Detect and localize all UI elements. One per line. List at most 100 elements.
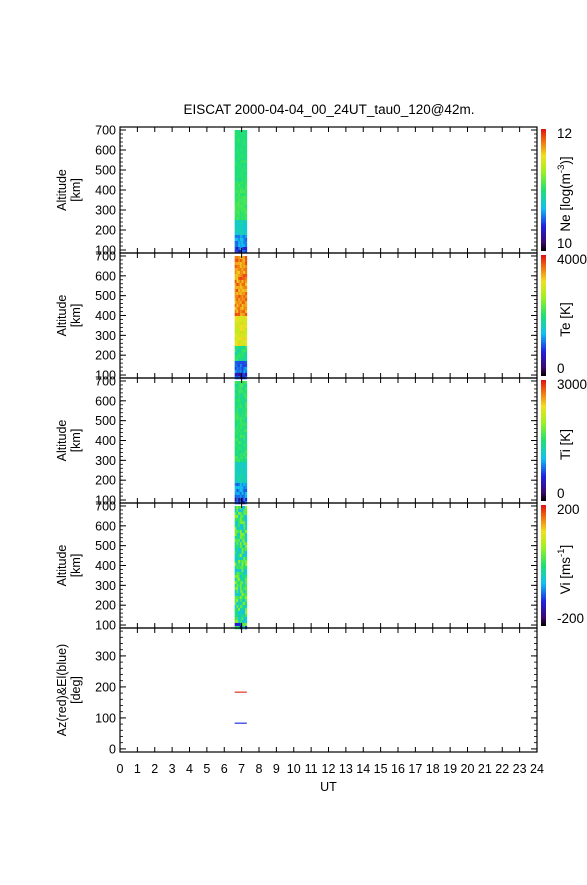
- colorbar-max-label: 12: [557, 126, 572, 141]
- heatmap-cell: [243, 157, 246, 161]
- heatmap-cell: [243, 508, 246, 513]
- heatmap-cell: [234, 491, 237, 496]
- y-tick-label: 700: [95, 249, 116, 263]
- heatmap-cell: [239, 282, 242, 287]
- heatmap-cell: [245, 241, 248, 245]
- heatmap-cell: [239, 166, 242, 170]
- heatmap-cell: [245, 604, 248, 609]
- x-axis-label: UT: [320, 780, 337, 794]
- heatmap-cell: [236, 363, 239, 368]
- x-tick-label: 16: [391, 762, 405, 776]
- heatmap-cell: [245, 270, 248, 275]
- heatmap-cell: [241, 267, 244, 272]
- heatmap-cell: [239, 565, 242, 570]
- heatmap-cell: [243, 523, 246, 528]
- heatmap-cell: [243, 235, 246, 239]
- heatmap-cell: [241, 148, 244, 152]
- heatmap-cell: [239, 619, 242, 624]
- heatmap-cell: [239, 550, 242, 555]
- heatmap-cell: [245, 467, 248, 472]
- heatmap-cell: [241, 241, 244, 245]
- heatmap-cell: [238, 574, 241, 579]
- heatmap-cell: [241, 511, 244, 516]
- heatmap-cell: [238, 544, 241, 549]
- heatmap-cell: [239, 372, 242, 377]
- panel-frame: [119, 627, 538, 753]
- heatmap-cell: [245, 247, 248, 251]
- heatmap-cell: [238, 360, 241, 365]
- heatmap-cell: [239, 511, 242, 516]
- heatmap-cell: [245, 410, 248, 415]
- heatmap-cell: [236, 163, 239, 167]
- heatmap-cell: [241, 532, 244, 537]
- colorbar-label-exponent: -1: [556, 549, 567, 557]
- heatmap-cell: [241, 434, 244, 439]
- heatmap-cell: [238, 610, 241, 615]
- heatmap-cell: [236, 455, 239, 460]
- heatmap-cell: [241, 440, 244, 445]
- heatmap-cell: [236, 288, 239, 293]
- heatmap-cell: [241, 333, 244, 338]
- heatmap-cell: [245, 470, 248, 475]
- heatmap-cell: [234, 187, 237, 191]
- heatmap-cell: [245, 577, 248, 582]
- heatmap-cell: [238, 160, 241, 164]
- heatmap-cell: [239, 315, 242, 320]
- heatmap-cell: [234, 199, 237, 203]
- heatmap-cell: [238, 270, 241, 275]
- heatmap-cell: [241, 285, 244, 290]
- heatmap-cell: [238, 470, 241, 475]
- heatmap-cell: [241, 598, 244, 603]
- heatmap-cell: [245, 285, 248, 290]
- y-axis-label-unit: [km]: [69, 304, 83, 328]
- heatmap-cell: [241, 336, 244, 341]
- heatmap-cell: [243, 241, 246, 245]
- y-tick-label: 600: [95, 519, 116, 533]
- heatmap-cell: [238, 357, 241, 362]
- heatmap-cell: [238, 473, 241, 478]
- heatmap-cell: [245, 389, 248, 394]
- heatmap-cell: [234, 318, 237, 323]
- heatmap-cell: [236, 348, 239, 353]
- heatmap-cell: [245, 437, 248, 442]
- heatmap-cell: [238, 336, 241, 341]
- heatmap-cell: [239, 133, 242, 137]
- heatmap-cell: [238, 419, 241, 424]
- heatmap-cell: [238, 163, 241, 167]
- heatmap-cell: [243, 279, 246, 284]
- heatmap-cell: [243, 130, 246, 134]
- heatmap-cell: [241, 330, 244, 335]
- heatmap-cell: [238, 196, 241, 200]
- heatmap-cell: [234, 184, 237, 188]
- heatmap-cell: [241, 363, 244, 368]
- heatmap-cell: [241, 175, 244, 179]
- panel-3: 100 200 300 400 500 600 700 Altitude [km] 3000 0 Ti…: [55, 374, 587, 507]
- heatmap-cell: [236, 571, 239, 576]
- heatmap-cell: [245, 190, 248, 194]
- heatmap-cell: [236, 291, 239, 296]
- heatmap-cell: [234, 366, 237, 371]
- heatmap-cell: [238, 452, 241, 457]
- heatmap-cell: [236, 482, 239, 487]
- heatmap-cell: [236, 190, 239, 194]
- heatmap-cell: [241, 312, 244, 317]
- heatmap-cell: [238, 288, 241, 293]
- heatmap-cell: [243, 193, 246, 197]
- heatmap-cell: [241, 389, 244, 394]
- heatmap-cell: [239, 238, 242, 242]
- heatmap-cell: [236, 357, 239, 362]
- heatmap-cell: [239, 327, 242, 332]
- heatmap-cell: [241, 485, 244, 490]
- heatmap-cell: [239, 154, 242, 158]
- heatmap-cell: [239, 604, 242, 609]
- heatmap-cell: [238, 389, 241, 394]
- heatmap-cell: [239, 488, 242, 493]
- heatmap-cell: [241, 339, 244, 344]
- heatmap-cell: [239, 583, 242, 588]
- heatmap-cell: [236, 157, 239, 161]
- heatmap-cell: [245, 238, 248, 242]
- heatmap-cell: [234, 229, 237, 233]
- heatmap-cell: [241, 217, 244, 221]
- heatmap-cell: [234, 220, 237, 224]
- heatmap-cell: [238, 247, 241, 251]
